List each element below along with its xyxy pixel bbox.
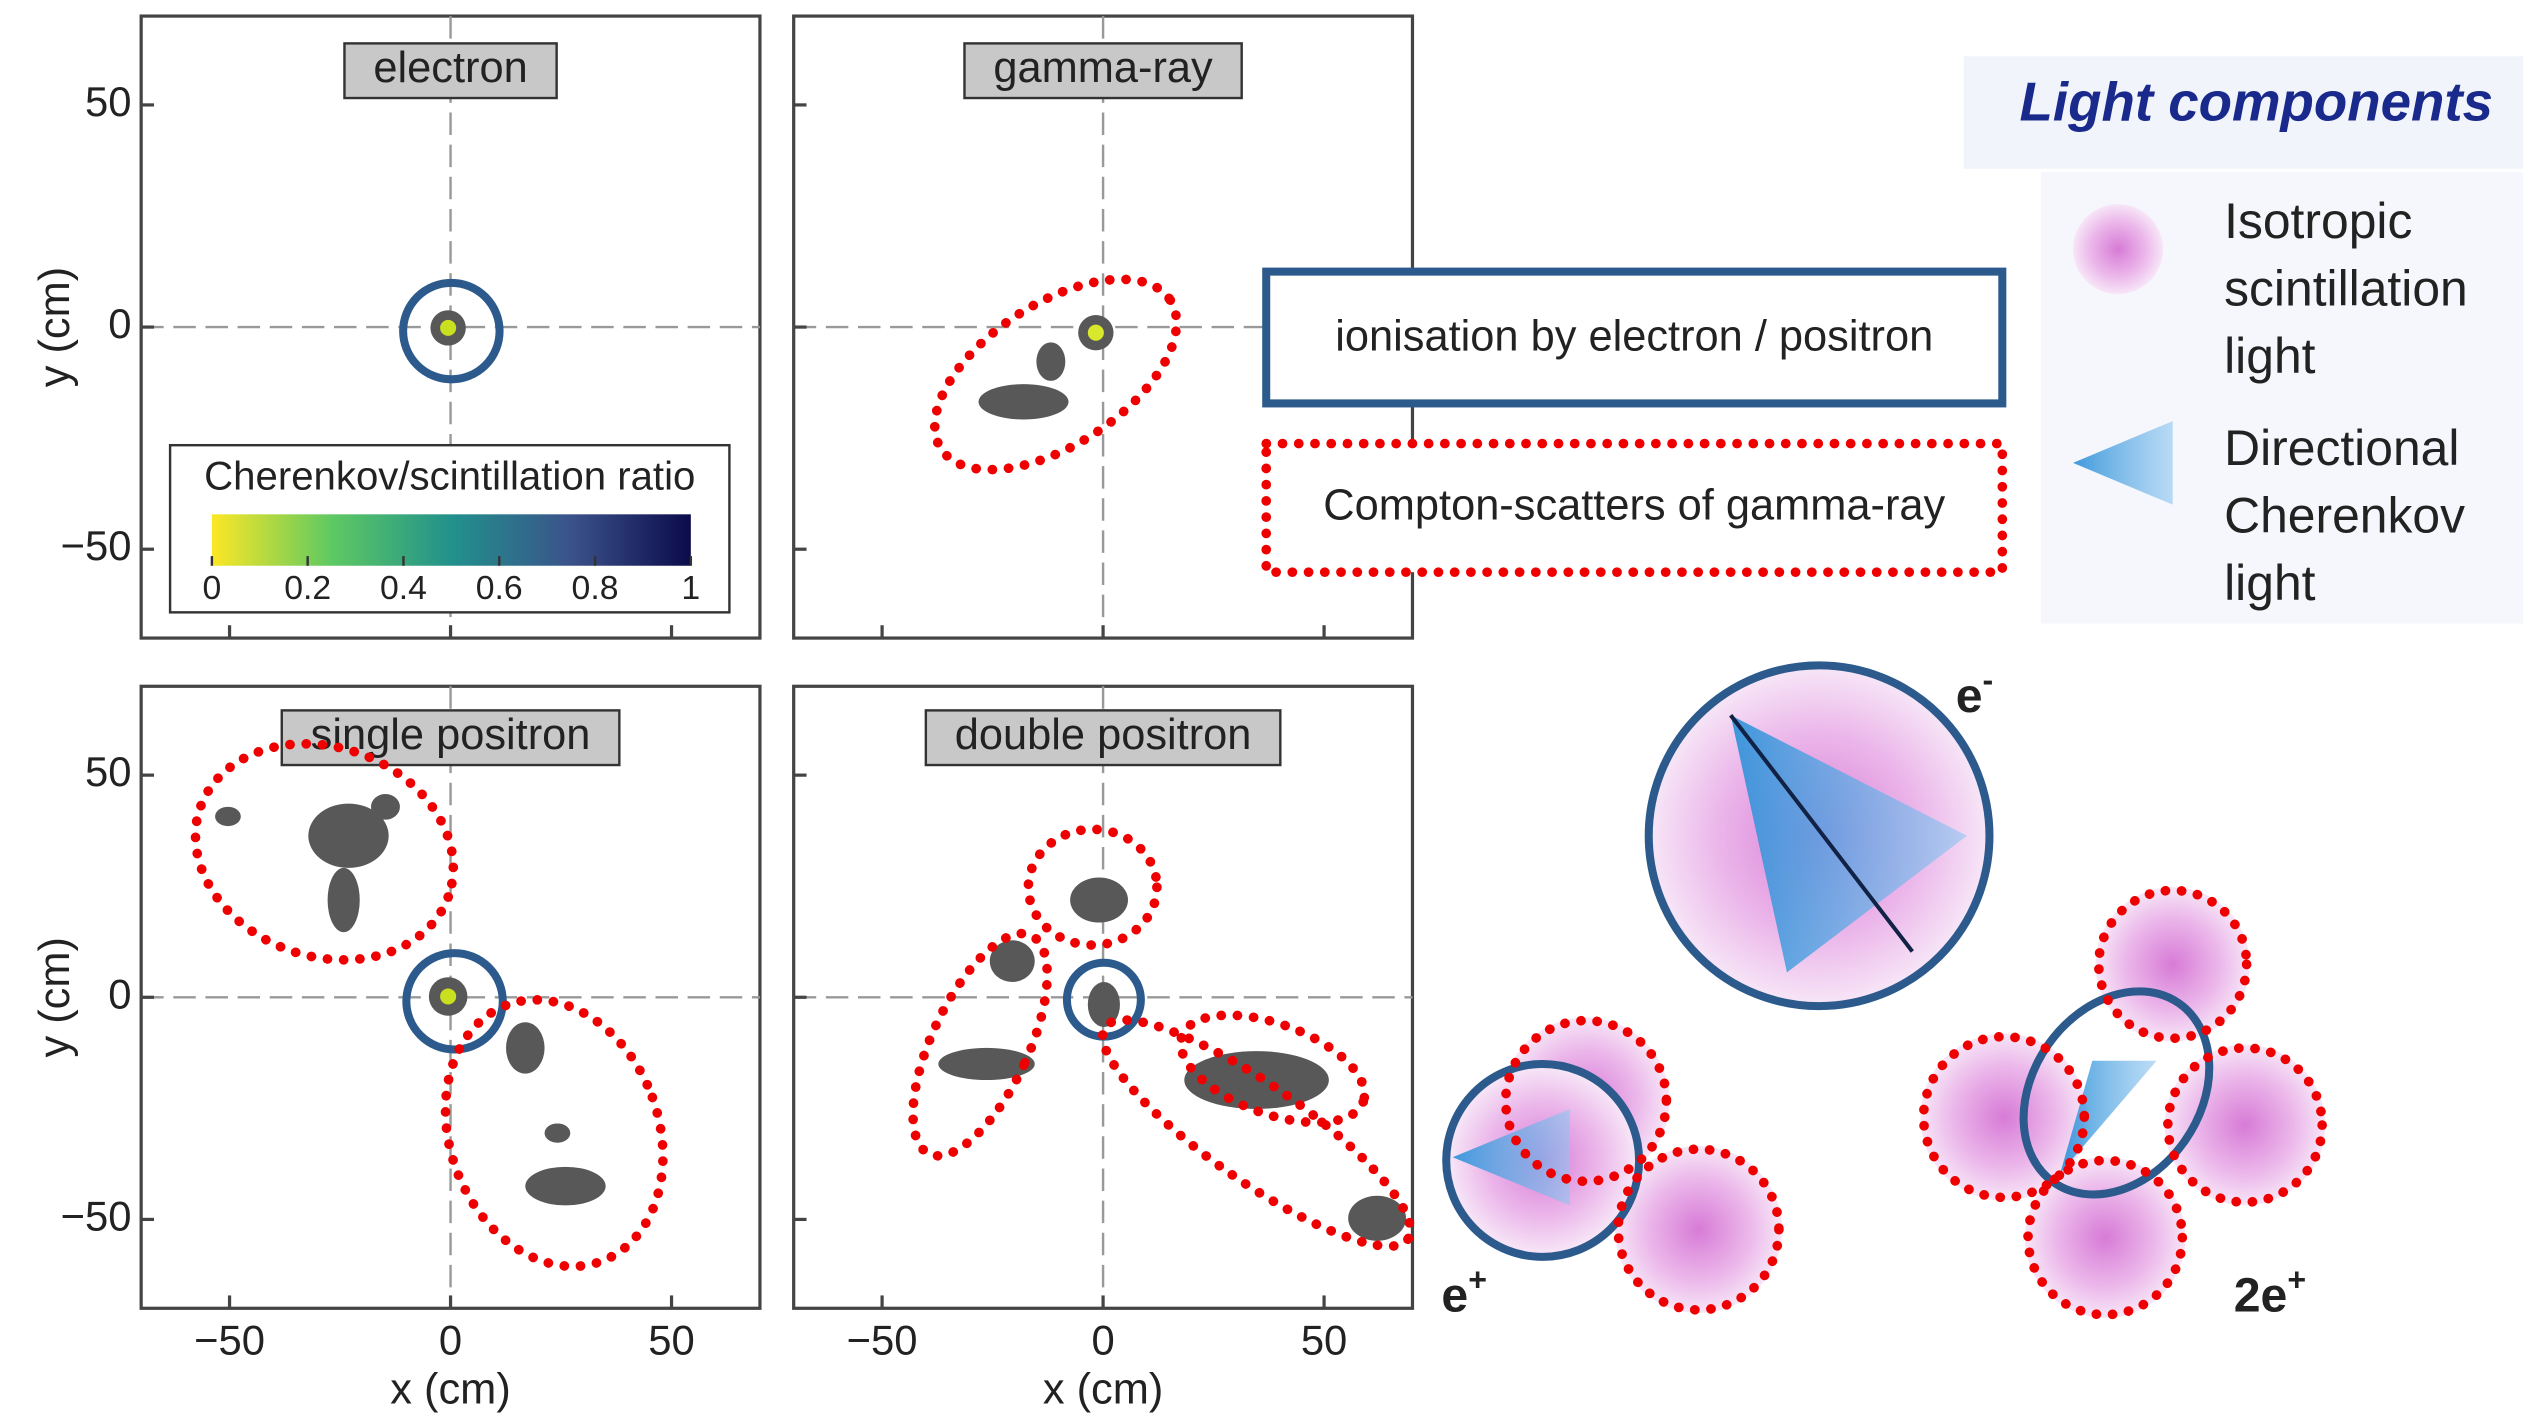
x-tick-label: −50 [847, 1317, 918, 1364]
x-tick-label: 50 [1301, 1317, 1347, 1364]
electron-label: e- [1956, 663, 1994, 723]
hit-core [1088, 325, 1104, 341]
scintillation-icon [2073, 204, 2163, 294]
x-axis-label: x (cm) [1043, 1365, 1163, 1413]
y-axis-label: y (cm) [31, 267, 79, 387]
y-tick-label: 50 [85, 78, 131, 125]
hit-core [440, 320, 456, 336]
compton-text: Compton-scatters of gamma-ray [1323, 481, 1945, 529]
double-positron-label: 2e+ [2234, 1262, 2306, 1322]
legend-label: Directional [2224, 420, 2459, 476]
label-sup: + [1468, 1262, 1487, 1298]
y-tick-label: −50 [61, 522, 132, 569]
y-tick-label: −50 [61, 1192, 132, 1239]
light-diagrams [1446, 665, 2325, 1318]
x-tick-label: 0 [439, 1317, 462, 1364]
x-axis-label: x (cm) [390, 1365, 510, 1413]
panels: −50 0 50 y (cm) electron gamma-ray −50 0 50 −50 0 5… [31, 16, 1412, 1413]
ionisation-text: ionisation by electron / positron [1335, 313, 1933, 361]
label-base: 2e [2234, 1268, 2288, 1322]
panel-title: gamma-ray [993, 44, 1213, 92]
y-tick-label: 50 [85, 748, 131, 795]
hit-cluster [328, 868, 360, 932]
legend-label: Cherenkov [2224, 487, 2465, 543]
colorbar-label: Cherenkov/scintillation ratio [204, 454, 695, 499]
colorbar-tick-label: 1 [681, 569, 700, 607]
hit-cluster [1348, 1196, 1406, 1241]
legend-label: light [2224, 555, 2316, 611]
markers [165, 241, 1436, 1297]
y-tick-label: 0 [108, 970, 131, 1017]
hit-cluster [1036, 342, 1065, 381]
figure: −50 0 50 y (cm) electron gamma-ray −50 0 50 −50 0 5… [0, 0, 2526, 1424]
legend-title: Light components [2020, 72, 2493, 133]
x-tick-label: 0 [1091, 1317, 1114, 1364]
colorbar-tick-label: 0.8 [572, 569, 619, 607]
colorbar [212, 514, 691, 565]
colorbar-tick-label: 0 [202, 569, 221, 607]
panel-title: double positron [955, 711, 1252, 759]
compton-ellipse [885, 915, 1074, 1174]
hit-cluster [215, 807, 241, 826]
positron-label: e+ [1441, 1262, 1487, 1322]
label-sup: + [2287, 1262, 2306, 1298]
hit-cluster [371, 794, 400, 820]
hit-cluster [545, 1123, 571, 1142]
colorbar-tick-label: 0.6 [476, 569, 523, 607]
x-tick-label: 50 [648, 1317, 694, 1364]
y-tick-label: 0 [108, 300, 131, 347]
hit-cluster [525, 1167, 605, 1206]
label-base: e [1956, 669, 1983, 723]
hit-cluster [979, 384, 1069, 419]
colorbar-tick-label: 0.4 [380, 569, 427, 607]
legend-label: scintillation [2224, 261, 2468, 317]
label-sup: - [1983, 663, 1994, 699]
legend-label: light [2224, 328, 2316, 384]
hit-core [440, 988, 456, 1004]
x-tick-label: −50 [194, 1317, 265, 1364]
panel-title: electron [373, 44, 527, 92]
colorbar-tick-label: 0.2 [284, 569, 331, 607]
hit-cluster [1070, 878, 1128, 923]
hit-cluster [506, 1022, 545, 1073]
legend-label: Isotropic [2224, 193, 2412, 249]
y-axis-label: y (cm) [31, 937, 79, 1057]
label-base: e [1441, 1268, 1468, 1322]
